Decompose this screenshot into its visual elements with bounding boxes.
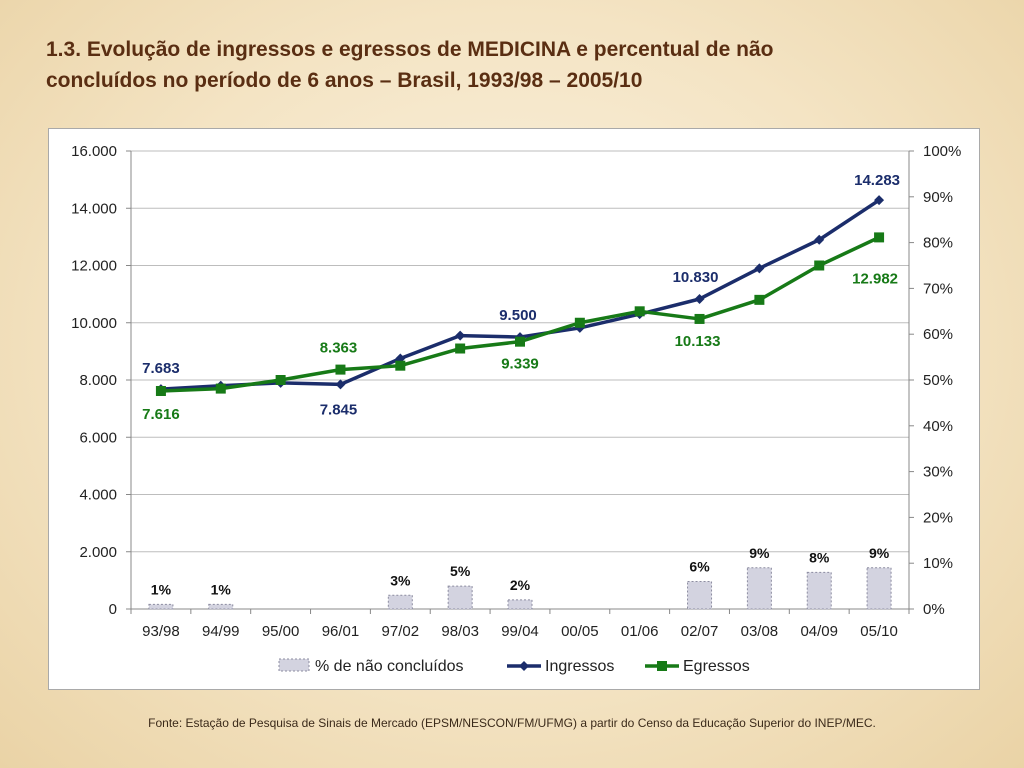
x-tick-label: 04/09 — [800, 623, 838, 640]
legend-label-egressos: Egressos — [683, 658, 750, 675]
ingressos-data-label: 10.830 — [673, 269, 719, 286]
y-left-tick-label: 0 — [109, 601, 117, 618]
legend-marker-egressos — [657, 661, 667, 671]
egressos-marker — [215, 383, 226, 394]
ingressos-marker — [754, 263, 765, 274]
legend-swatch-nao-concluidos — [278, 658, 310, 672]
y-right-tick-label: 10% — [923, 555, 953, 572]
bar-nao-concluidos — [387, 594, 413, 610]
slide-title-line2: concluídos no período de 6 anos – Brasil… — [46, 69, 643, 92]
ingressos-marker — [335, 379, 346, 390]
bar-data-label: 8% — [809, 549, 830, 565]
x-tick-label: 02/07 — [681, 623, 719, 640]
y-right-tick-label: 30% — [923, 464, 953, 481]
y-left-tick-label: 8.000 — [79, 372, 117, 389]
legend-label-nao-concluidos: % de não concluídos — [315, 658, 464, 675]
legend-marker-ingressos — [519, 661, 529, 671]
y-left-tick-label: 16.000 — [71, 143, 117, 160]
bar-nao-concluidos — [507, 599, 533, 610]
egressos-marker — [694, 313, 705, 324]
bar-data-label: 2% — [510, 577, 531, 593]
bar-data-label: 5% — [450, 563, 471, 579]
bar-data-label: 1% — [151, 581, 172, 597]
x-tick-label: 99/04 — [501, 623, 539, 640]
y-right-tick-label: 0% — [923, 601, 945, 618]
y-right-tick-label: 50% — [923, 372, 953, 389]
x-tick-label: 03/08 — [741, 623, 779, 640]
egressos-marker — [455, 343, 466, 354]
y-right-tick-label: 60% — [923, 326, 953, 343]
egressos-marker — [574, 317, 585, 328]
bar-data-label: 9% — [869, 545, 890, 561]
y-left-tick-label: 10.000 — [71, 315, 117, 332]
legend-label-ingressos: Ingressos — [545, 658, 614, 675]
x-tick-label: 95/00 — [262, 623, 300, 640]
bar-data-label: 6% — [689, 559, 710, 575]
x-tick-label: 00/05 — [561, 623, 599, 640]
ingressos-marker — [694, 293, 705, 304]
egressos-data-label: 7.616 — [142, 406, 180, 423]
y-right-tick-label: 80% — [923, 235, 953, 252]
x-tick-label: 94/99 — [202, 623, 240, 640]
y-right-tick-label: 40% — [923, 418, 953, 435]
bar-nao-concluidos — [148, 603, 174, 610]
bar-data-label: 9% — [749, 545, 770, 561]
egressos-marker — [515, 336, 525, 347]
chart-svg: 0 2.000 4.000 6.000 8.000 10.000 12.000 14.000 1… — [71, 143, 961, 675]
slide-title-line1: 1.3. Evolução de ingressos e egressos de… — [46, 38, 774, 61]
bar-nao-concluidos — [866, 567, 892, 610]
bar-nao-concluidos — [746, 567, 772, 610]
egressos-data-label: 12.982 — [852, 270, 898, 287]
bar-nao-concluidos — [687, 581, 713, 610]
egressos-marker — [634, 306, 645, 317]
bar-data-label: 3% — [390, 572, 411, 588]
ingressos-marker — [874, 195, 885, 206]
egressos-data-label: 10.133 — [675, 333, 721, 350]
bar-data-label: 1% — [211, 581, 232, 597]
ingressos-marker — [455, 330, 466, 341]
bar-nao-concluidos — [806, 571, 832, 610]
egressos-marker — [814, 260, 825, 271]
ingressos-marker — [814, 234, 825, 245]
y-left-tick-label: 4.000 — [79, 487, 117, 504]
ingressos-data-label: 7.683 — [142, 360, 180, 377]
egressos-marker — [395, 360, 406, 371]
slide-title: 1.3. Evolução de ingressos e egressos de… — [46, 34, 986, 96]
source-note: Fonte: Estação de Pesquisa de Sinais de … — [148, 716, 876, 730]
bar-nao-concluidos — [447, 585, 473, 610]
bar-nao-concluidos — [208, 603, 234, 610]
y-left-tick-label: 6.000 — [79, 429, 117, 446]
y-left-tick-label: 2.000 — [79, 544, 117, 561]
egressos-marker — [335, 364, 346, 375]
x-tick-label: 93/98 — [142, 623, 180, 640]
y-right-tick-label: 20% — [923, 509, 953, 526]
egressos-marker — [155, 385, 166, 396]
x-tick-label: 96/01 — [322, 623, 360, 640]
y-left-tick-label: 12.000 — [71, 258, 117, 275]
ingressos-data-label: 9.500 — [499, 307, 537, 324]
y-left-tick-label: 14.000 — [71, 200, 117, 217]
y-right-tick-label: 90% — [923, 189, 953, 206]
x-tick-label: 98/03 — [441, 623, 479, 640]
x-tick-label: 01/06 — [621, 623, 659, 640]
ingressos-data-label: 14.283 — [854, 172, 900, 189]
ingressos-data-label: 7.845 — [320, 401, 358, 418]
x-tick-label: 05/10 — [860, 623, 898, 640]
egressos-marker — [874, 232, 885, 243]
x-tick-label: 97/02 — [382, 623, 420, 640]
egressos-marker — [275, 375, 286, 385]
egressos-data-label: 8.363 — [320, 340, 358, 357]
egressos-marker — [754, 294, 765, 305]
y-right-tick-label: 100% — [923, 143, 961, 160]
egressos-data-label: 9.339 — [501, 356, 539, 373]
chart-container: 0 2.000 4.000 6.000 8.000 10.000 12.000 14.000 1… — [48, 128, 980, 690]
y-right-tick-label: 70% — [923, 280, 953, 297]
